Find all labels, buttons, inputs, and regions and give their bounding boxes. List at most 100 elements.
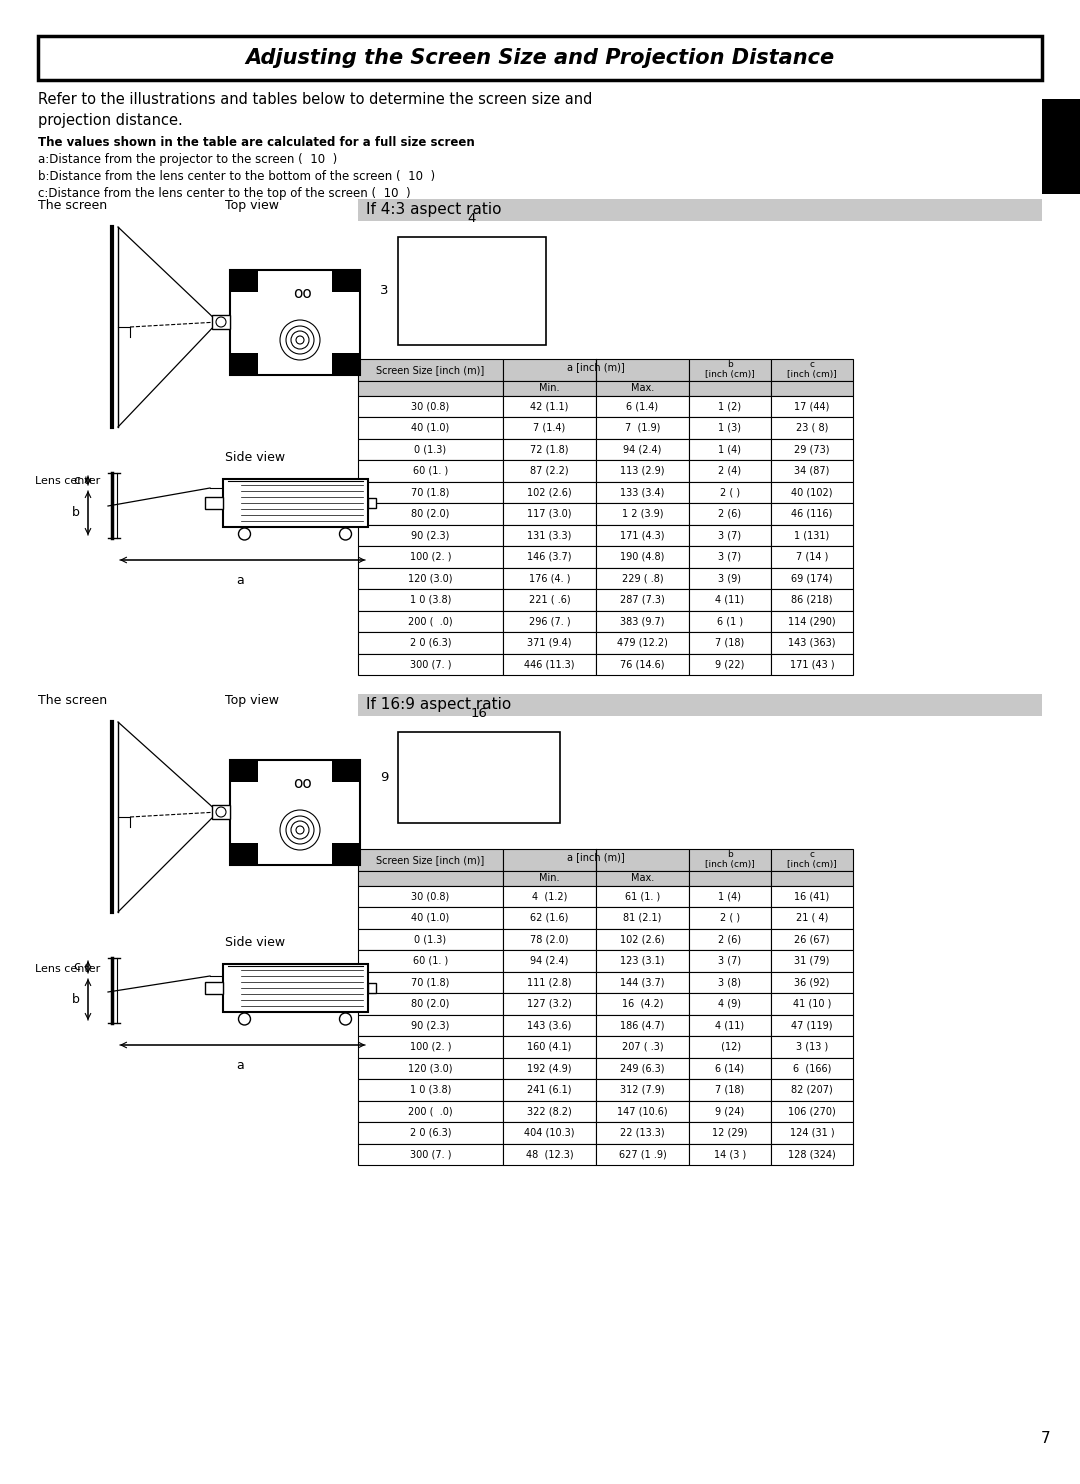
Text: 6  (166): 6 (166) bbox=[793, 1064, 832, 1073]
Bar bbox=[357, 849, 503, 871]
Bar bbox=[596, 439, 689, 460]
Text: 70 (1.8): 70 (1.8) bbox=[411, 487, 449, 497]
Text: 0 (1.3): 0 (1.3) bbox=[415, 444, 446, 454]
Bar bbox=[357, 1144, 503, 1165]
Circle shape bbox=[239, 1014, 251, 1025]
Text: 6 (1 ): 6 (1 ) bbox=[717, 616, 743, 626]
Text: 296 (7. ): 296 (7. ) bbox=[529, 616, 570, 626]
Bar bbox=[771, 380, 853, 396]
Text: 200 (  .0): 200 ( .0) bbox=[408, 616, 453, 626]
Text: 114 (290): 114 (290) bbox=[788, 616, 836, 626]
Bar bbox=[357, 907, 503, 929]
Bar bbox=[596, 849, 689, 871]
Bar bbox=[596, 396, 689, 417]
Text: 60 (1. ): 60 (1. ) bbox=[413, 956, 448, 966]
Text: 3 (9): 3 (9) bbox=[718, 573, 742, 583]
Bar bbox=[357, 950, 503, 972]
Text: 94 (2.4): 94 (2.4) bbox=[530, 956, 569, 966]
Text: 2 ( ): 2 ( ) bbox=[720, 913, 740, 923]
Text: 7  (1.9): 7 (1.9) bbox=[625, 423, 660, 433]
Bar bbox=[689, 524, 771, 546]
Text: 90 (2.3): 90 (2.3) bbox=[411, 1021, 449, 1030]
Bar bbox=[503, 972, 596, 993]
Text: 29 (73): 29 (73) bbox=[794, 444, 829, 454]
Bar bbox=[503, 439, 596, 460]
Text: 186 (4.7): 186 (4.7) bbox=[620, 1021, 665, 1030]
Bar bbox=[689, 1036, 771, 1058]
Bar bbox=[596, 1058, 689, 1079]
Text: 4 (9): 4 (9) bbox=[718, 999, 742, 1009]
Bar bbox=[689, 1101, 771, 1122]
Text: 9 (22): 9 (22) bbox=[715, 659, 745, 669]
Text: a [inch (m)]: a [inch (m)] bbox=[567, 362, 625, 372]
Text: b
[inch (cm)]: b [inch (cm)] bbox=[705, 361, 755, 380]
Text: 146 (3.7): 146 (3.7) bbox=[527, 552, 571, 562]
Bar bbox=[596, 546, 689, 567]
Text: a [inch (m)]: a [inch (m)] bbox=[567, 852, 625, 862]
Text: 82 (207): 82 (207) bbox=[792, 1085, 833, 1095]
Text: 404 (10.3): 404 (10.3) bbox=[524, 1128, 575, 1138]
Bar bbox=[771, 1122, 853, 1144]
Bar bbox=[771, 417, 853, 439]
Bar bbox=[689, 359, 771, 380]
Bar bbox=[503, 503, 596, 524]
Text: 16  (4.2): 16 (4.2) bbox=[622, 999, 663, 1009]
Text: 4: 4 bbox=[468, 212, 476, 226]
Text: b
[inch (cm)]: b [inch (cm)] bbox=[705, 850, 755, 870]
Text: a: a bbox=[237, 574, 244, 588]
Bar bbox=[596, 1079, 689, 1101]
Text: 0 (1.3): 0 (1.3) bbox=[415, 935, 446, 944]
Bar bbox=[204, 982, 222, 994]
Text: 81 (2.1): 81 (2.1) bbox=[623, 913, 662, 923]
Text: 3 (7): 3 (7) bbox=[718, 552, 742, 562]
Text: 76 (14.6): 76 (14.6) bbox=[620, 659, 665, 669]
Text: (12): (12) bbox=[718, 1042, 742, 1052]
Text: If 16:9 aspect ratio: If 16:9 aspect ratio bbox=[366, 697, 511, 712]
Text: 72 (1.8): 72 (1.8) bbox=[530, 444, 569, 454]
Bar bbox=[230, 270, 360, 374]
Text: oo: oo bbox=[294, 286, 312, 301]
Bar bbox=[357, 1058, 503, 1079]
Bar bbox=[689, 871, 771, 886]
Text: Screen Size [inch (m)]: Screen Size [inch (m)] bbox=[376, 365, 485, 375]
Text: 70 (1.8): 70 (1.8) bbox=[411, 978, 449, 987]
Text: 87 (2.2): 87 (2.2) bbox=[530, 466, 569, 476]
Bar bbox=[357, 871, 503, 886]
Bar bbox=[357, 589, 503, 610]
Text: Min.: Min. bbox=[539, 383, 559, 393]
Bar bbox=[689, 907, 771, 929]
Bar bbox=[212, 315, 230, 329]
Bar bbox=[503, 1144, 596, 1165]
Bar bbox=[689, 1058, 771, 1079]
Text: 3 (13 ): 3 (13 ) bbox=[796, 1042, 828, 1052]
Bar bbox=[332, 843, 360, 865]
Text: 46 (116): 46 (116) bbox=[792, 509, 833, 519]
Bar bbox=[503, 886, 596, 907]
Text: 1 0 (3.8): 1 0 (3.8) bbox=[409, 595, 451, 605]
Bar bbox=[357, 380, 503, 396]
Text: 143 (3.6): 143 (3.6) bbox=[527, 1021, 571, 1030]
Text: Max.: Max. bbox=[631, 383, 654, 393]
Bar bbox=[689, 417, 771, 439]
Text: 176 (4. ): 176 (4. ) bbox=[529, 573, 570, 583]
Circle shape bbox=[339, 528, 351, 540]
Bar bbox=[689, 567, 771, 589]
Text: 100 (2. ): 100 (2. ) bbox=[409, 552, 451, 562]
Bar bbox=[503, 567, 596, 589]
Bar bbox=[689, 886, 771, 907]
Text: 36 (92): 36 (92) bbox=[794, 978, 829, 987]
Bar bbox=[503, 993, 596, 1015]
Bar bbox=[503, 460, 596, 481]
Text: 34 (87): 34 (87) bbox=[794, 466, 829, 476]
Bar bbox=[689, 503, 771, 524]
Bar bbox=[771, 1079, 853, 1101]
Text: 9: 9 bbox=[380, 772, 388, 784]
Bar bbox=[771, 546, 853, 567]
Bar bbox=[503, 1058, 596, 1079]
Text: 47 (119): 47 (119) bbox=[792, 1021, 833, 1030]
Bar bbox=[357, 439, 503, 460]
Bar bbox=[771, 993, 853, 1015]
Bar bbox=[357, 546, 503, 567]
Text: 479 (12.2): 479 (12.2) bbox=[617, 638, 667, 649]
Text: 16 (41): 16 (41) bbox=[795, 892, 829, 901]
